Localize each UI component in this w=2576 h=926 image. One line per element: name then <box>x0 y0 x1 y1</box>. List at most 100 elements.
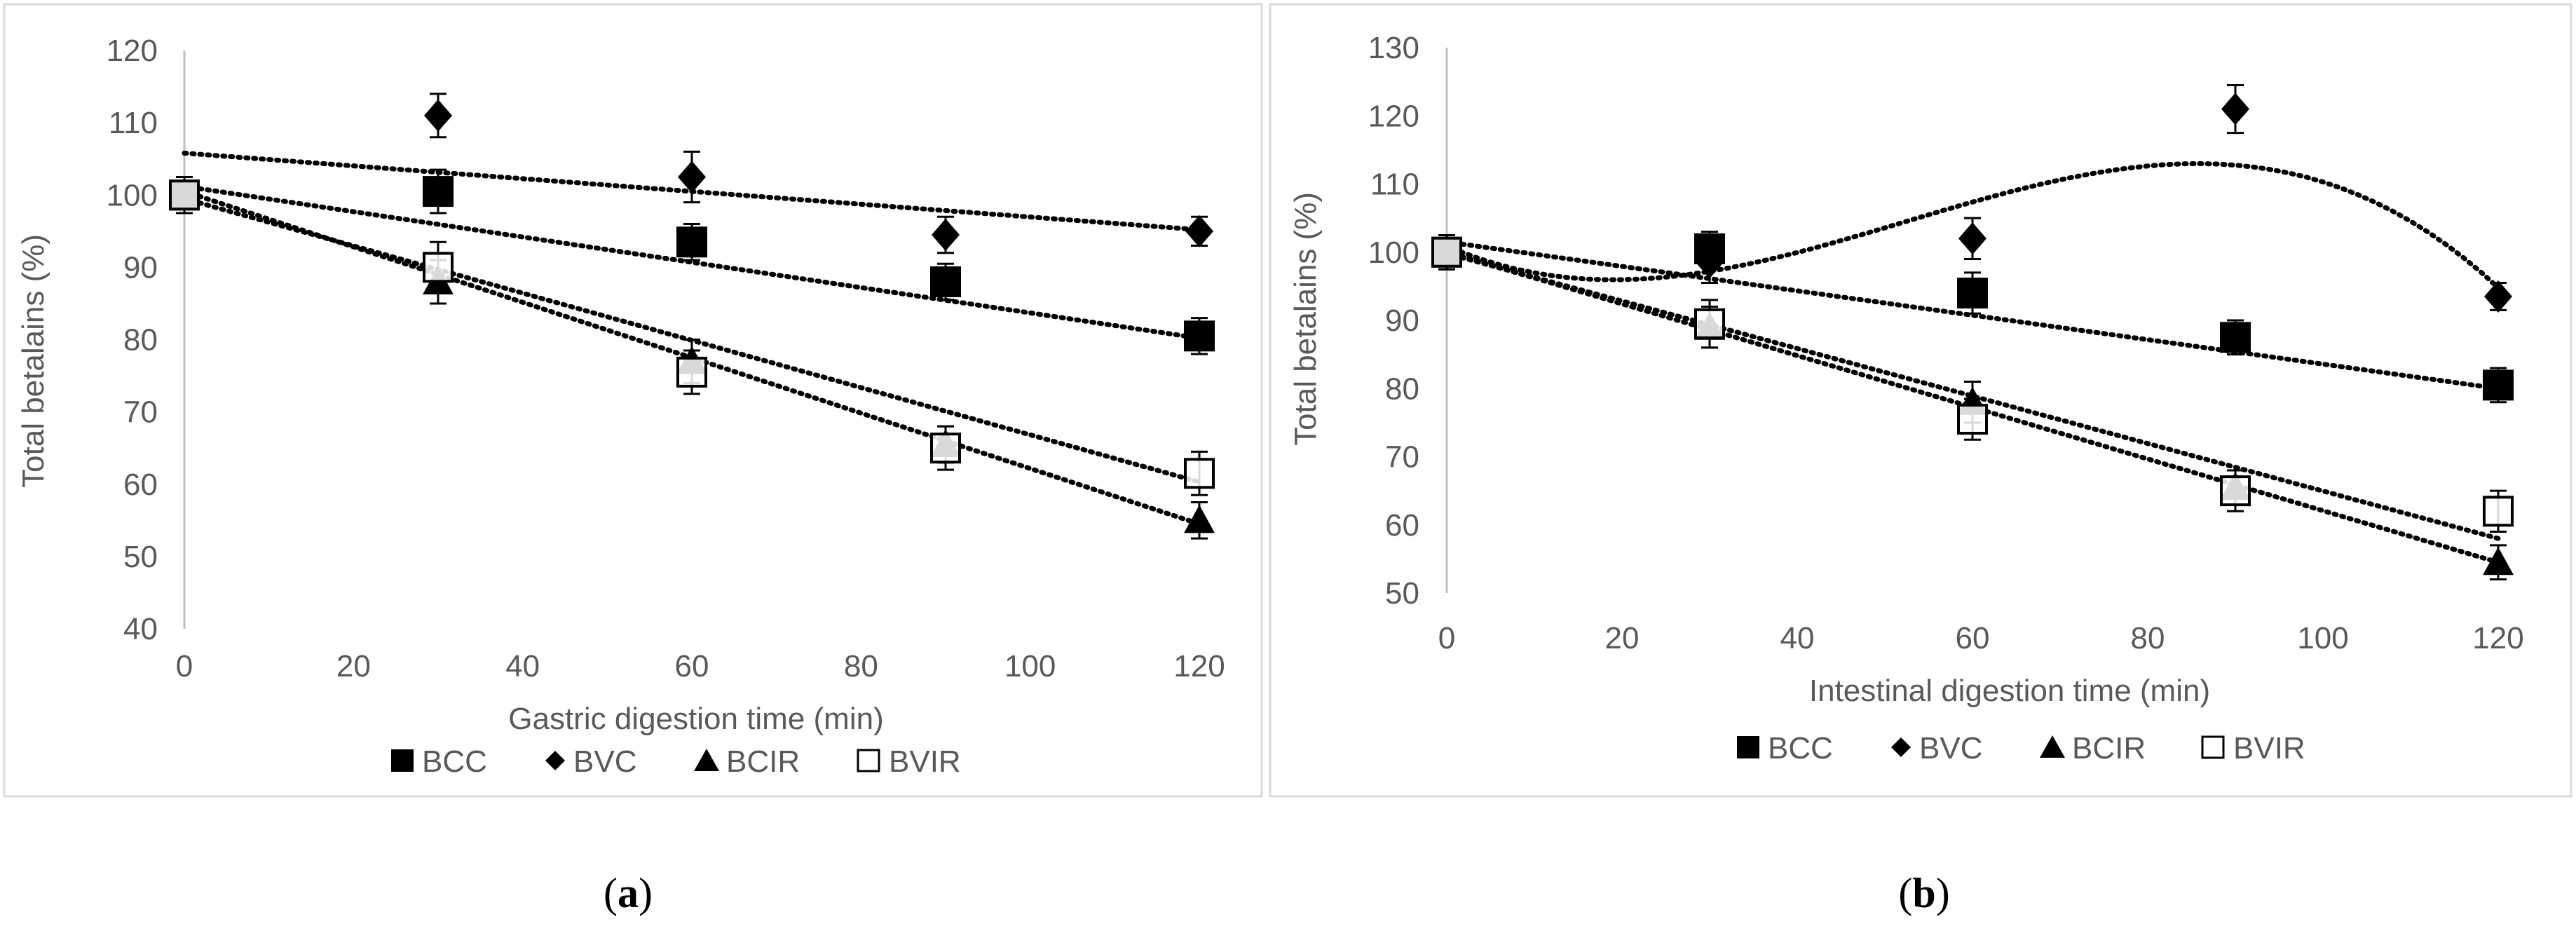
chart-b-error-bars <box>1438 83 2507 581</box>
y-tick-label: 70 <box>123 395 158 430</box>
y-tick-label: 40 <box>123 612 158 646</box>
x-tick-label: 80 <box>2131 621 2165 655</box>
chart-a-y-axis-label: Total betalains (%) <box>16 234 50 488</box>
data-point-bvc <box>1185 215 1213 247</box>
legend-b-bcc-marker <box>1737 736 1759 758</box>
y-tick-label: 50 <box>1385 576 1419 611</box>
x-tick-label: 40 <box>1780 621 1815 655</box>
data-point-bvir <box>1957 404 1988 435</box>
x-tick-label: 120 <box>1173 649 1225 683</box>
data-point-bcc <box>930 266 961 297</box>
chart-a-y-tick-labels: 40 50 60 70 80 90 100 110 120 <box>107 34 158 646</box>
data-point-bvir <box>2483 496 2514 527</box>
legend-b-bcir-label: BCIR <box>2072 731 2146 765</box>
data-point-bvc <box>424 99 452 132</box>
y-tick-label: 110 <box>1370 168 1419 202</box>
legend-a-bcc-label: BCC <box>422 744 487 779</box>
legend-a-bvc-marker <box>545 751 565 770</box>
y-tick-label: 130 <box>1368 31 1419 65</box>
data-point-bcc <box>676 226 707 258</box>
chart-b-legend: BCC BVC BCIR BVIR <box>1737 731 2305 765</box>
y-tick-label: 120 <box>1368 99 1419 133</box>
legend-a-bvir-marker <box>857 749 880 772</box>
chart-b-markers <box>1431 93 2514 576</box>
panel-a-border <box>3 3 1263 798</box>
data-point-bvc <box>2221 93 2249 125</box>
trendline-bcc <box>182 184 1202 341</box>
data-point-bvir <box>169 179 200 211</box>
chart-b: 50 60 70 80 90 100 110 120 130 0 20 40 60 80 100 120 T… <box>1288 31 2524 765</box>
data-point-bvc <box>2484 280 2512 313</box>
trendline-bcc <box>1444 239 2501 391</box>
chart-a-legend: BCC BVC BCIR BVIR <box>391 744 961 779</box>
y-tick-label: 50 <box>123 540 158 574</box>
data-point-bcc <box>1184 320 1215 352</box>
data-point-bvir <box>2220 475 2251 507</box>
x-tick-label: 40 <box>505 649 540 683</box>
y-tick-label: 60 <box>1385 508 1419 543</box>
x-tick-label: 60 <box>675 649 709 683</box>
y-tick-label: 80 <box>1385 372 1419 406</box>
legend-b-bvir-marker <box>2201 735 2225 759</box>
data-point-bvir <box>1431 236 1462 268</box>
data-point-bvir <box>1694 308 1725 339</box>
chart-a-markers <box>169 99 1215 533</box>
data-point-bvc <box>1958 222 1986 255</box>
legend-b-bvir-label: BVIR <box>2233 731 2305 765</box>
caption-a: (a) <box>604 870 653 916</box>
data-point-bvir <box>1184 458 1215 489</box>
legend-b-bvc-label: BVC <box>1919 731 1982 765</box>
y-tick-label: 60 <box>123 468 158 502</box>
legend-a-bcir-marker <box>694 749 719 771</box>
data-point-bcc <box>2220 322 2251 353</box>
chart-b-y-axis-label: Total betalains (%) <box>1288 192 1323 446</box>
x-tick-label: 100 <box>2297 621 2348 655</box>
legend-a-bvc-label: BVC <box>573 744 636 779</box>
y-tick-label: 110 <box>109 106 158 140</box>
chart-a: 40 50 60 70 80 90 100 110 120 0 20 40 60 80 100 120 To… <box>16 34 1225 779</box>
y-tick-label: 100 <box>107 178 158 212</box>
trendline-bvir <box>1444 251 2501 541</box>
data-point-bvc <box>932 218 960 251</box>
chart-b-x-tick-labels: 0 20 40 60 80 100 120 <box>1438 621 2524 655</box>
y-tick-label: 90 <box>123 250 158 285</box>
y-tick-label: 120 <box>107 34 158 68</box>
data-point-bvc <box>678 161 706 193</box>
chart-b-y-tick-labels: 50 60 70 80 90 100 110 120 130 <box>1368 31 1419 611</box>
x-tick-label: 20 <box>1605 621 1640 655</box>
x-tick-label: 60 <box>1956 621 1990 655</box>
data-point-bvir <box>423 252 454 283</box>
legend-b-bcir-marker <box>2040 735 2065 758</box>
y-tick-label: 100 <box>1368 236 1419 270</box>
legend-a-bcc-marker <box>391 749 414 772</box>
chart-a-x-tick-labels: 0 20 40 60 80 100 120 <box>176 649 1225 683</box>
data-point-bcir <box>2483 547 2514 576</box>
x-tick-label: 100 <box>1004 649 1056 683</box>
x-tick-label: 0 <box>176 649 193 683</box>
chart-b-x-axis-label: Intestinal digestion time (min) <box>1809 674 2210 708</box>
panel-b-border <box>1269 3 2572 798</box>
chart-a-trendlines <box>182 150 1202 526</box>
data-point-bcc <box>2483 369 2514 401</box>
x-tick-label: 0 <box>1438 621 1455 655</box>
y-tick-label: 80 <box>123 323 158 358</box>
data-point-bvc <box>1696 246 1724 279</box>
chart-a-error-bars <box>176 93 1208 540</box>
legend-b-bcc-label: BCC <box>1768 731 1833 765</box>
legend-a-bcir-label: BCIR <box>726 744 800 779</box>
chart-a-x-axis-label: Gastric digestion time (min) <box>508 702 883 736</box>
x-tick-label: 80 <box>844 649 878 683</box>
data-point-bcc <box>423 176 454 207</box>
data-point-bcc <box>1957 278 1988 309</box>
x-tick-label: 120 <box>2472 621 2523 655</box>
caption-b: (b) <box>1898 870 1949 916</box>
caption-b-letter: b <box>1912 870 1935 916</box>
legend-b-bvc-marker <box>1891 737 1911 757</box>
legend-a-bvir-label: BVIR <box>889 744 961 779</box>
y-tick-label: 70 <box>1385 440 1419 475</box>
x-tick-label: 20 <box>336 649 371 683</box>
y-tick-label: 90 <box>1385 304 1419 338</box>
data-point-bvir <box>930 433 961 464</box>
trendline-bvc <box>1444 161 2501 290</box>
